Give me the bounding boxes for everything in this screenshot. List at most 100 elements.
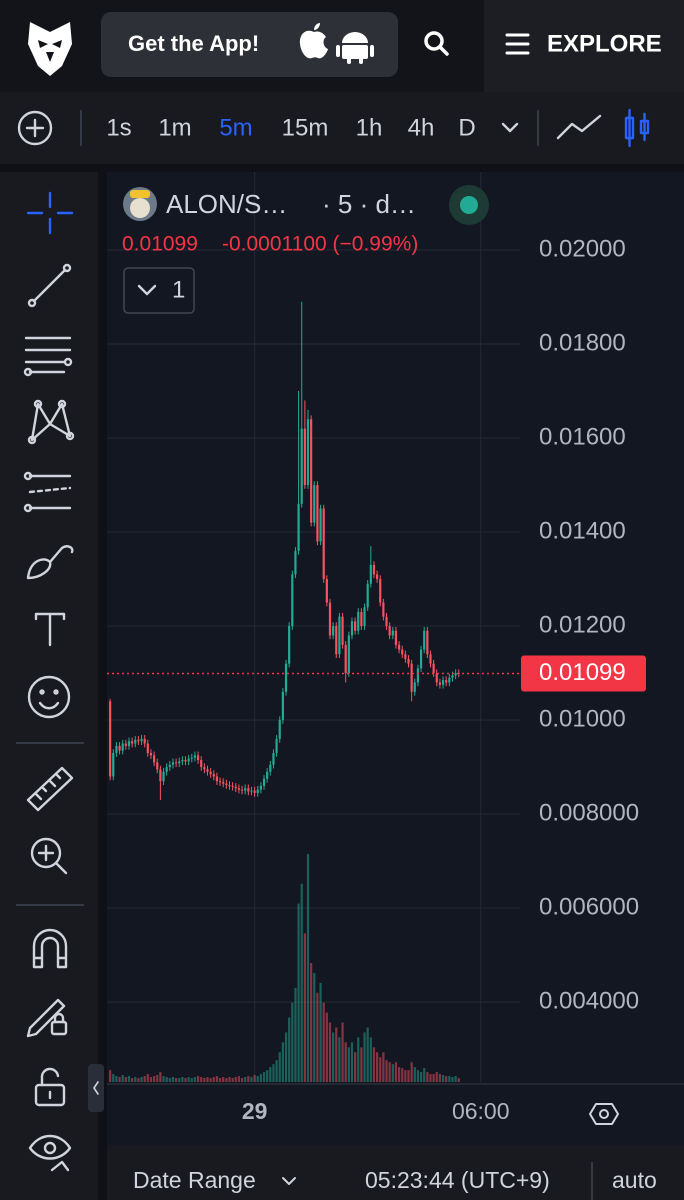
interval-button[interactable]: 1m: [158, 114, 191, 141]
volume-bar: [212, 1077, 215, 1082]
interval-button[interactable]: 5m: [219, 114, 252, 141]
volume-bar: [159, 1072, 162, 1082]
candle-body: [291, 574, 294, 627]
volume-bar: [196, 1076, 200, 1082]
interval-button[interactable]: 1h: [356, 114, 383, 141]
x-tick-label: 29: [242, 1098, 268, 1124]
volume-bar: [162, 1076, 165, 1082]
candle-body: [115, 745, 118, 753]
candle-body: [272, 752, 275, 765]
collapse-panel[interactable]: [88, 1064, 104, 1112]
y-tick-label: 0.02000: [539, 235, 626, 262]
zoom-tool[interactable]: [30, 837, 68, 875]
explore-label[interactable]: EXPLORE: [547, 30, 662, 57]
volume-bar: [407, 1070, 410, 1082]
volume-bar: [354, 1052, 357, 1082]
volume-bar: [369, 1037, 372, 1082]
trend-line-tool[interactable]: [27, 263, 72, 308]
interval-button[interactable]: 4h: [408, 114, 435, 141]
candle-body: [404, 654, 407, 659]
brush-tool[interactable]: [26, 545, 74, 580]
candle-body: [121, 743, 124, 751]
collapse-arrow: [93, 1081, 99, 1095]
volume-bar: [112, 1074, 115, 1082]
ruler-tool[interactable]: [26, 766, 74, 812]
fib-tool[interactable]: [23, 336, 73, 377]
volume-bar: [127, 1076, 131, 1082]
volume-bar: [319, 982, 322, 1082]
crosshair-tool[interactable]: [26, 191, 74, 235]
date-range-button[interactable]: Date Range: [133, 1167, 256, 1193]
line-style-icon[interactable]: [556, 114, 602, 140]
add-symbol-icon[interactable]: [17, 110, 53, 146]
volume-bar: [325, 1012, 328, 1082]
volume-bar: [306, 854, 310, 1082]
interval-dropdown[interactable]: [501, 122, 519, 133]
candle-body: [341, 616, 344, 645]
y-tick-label: 0.01800: [539, 329, 626, 356]
interval-toolbar: [0, 92, 684, 164]
volume-bar: [247, 1076, 250, 1082]
menu-icon[interactable]: [505, 33, 530, 55]
emoji-tool[interactable]: [27, 675, 71, 719]
text-tool[interactable]: [34, 612, 66, 647]
pane-toggle-arrow: [137, 284, 157, 296]
candle-body: [196, 755, 200, 761]
logo[interactable]: [28, 22, 72, 76]
clock[interactable]: 05:23:44 (UTC+9): [365, 1167, 550, 1193]
candle-body: [218, 781, 222, 783]
search-icon[interactable]: [424, 31, 449, 56]
candle-body: [300, 428, 303, 504]
y-tick-label: 0.01400: [539, 517, 626, 544]
interval-button[interactable]: 1s: [106, 114, 131, 141]
volume-bar: [401, 1068, 404, 1082]
candle-body: [190, 757, 193, 759]
pattern-tool[interactable]: [27, 399, 75, 445]
volume-bar: [146, 1074, 149, 1082]
volume-bar: [187, 1077, 190, 1082]
volume-bar: [222, 1077, 225, 1082]
volume-bar: [184, 1078, 187, 1082]
auto-scale-button[interactable]: auto: [612, 1167, 657, 1193]
candle-body: [181, 760, 184, 762]
volume-bar: [228, 1077, 231, 1082]
volume-bar: [253, 1075, 256, 1082]
candle-body: [247, 788, 250, 792]
volume-bar: [404, 1070, 407, 1082]
projection-tool[interactable]: [23, 471, 72, 513]
candle-body: [441, 680, 445, 685]
candle-body: [375, 574, 379, 580]
pane-toggle[interactable]: [123, 267, 195, 314]
magnet-tool[interactable]: [32, 928, 68, 969]
visibility-tool[interactable]: [28, 1134, 72, 1172]
axis-settings-icon[interactable]: [589, 1103, 619, 1125]
volume-bar: [347, 1047, 350, 1082]
volume-bar: [165, 1077, 168, 1082]
interval-button[interactable]: 15m: [282, 114, 329, 141]
get-app-button[interactable]: [101, 12, 398, 77]
volume-bar: [131, 1078, 134, 1082]
candle-style-icon[interactable]: [624, 108, 650, 148]
get-app-label: Get the App!: [128, 31, 259, 56]
volume-bar: [441, 1075, 445, 1082]
candle-body: [397, 644, 401, 650]
volume-bar: [438, 1074, 442, 1082]
candle-body: [391, 630, 394, 636]
lock-drawings-tool[interactable]: [26, 998, 68, 1038]
unlock-tool[interactable]: [34, 1067, 66, 1107]
volume-bar: [234, 1077, 237, 1082]
interval-button[interactable]: D: [458, 114, 475, 141]
volume-bar: [423, 1068, 426, 1082]
candle-body: [131, 741, 134, 744]
candle-body: [322, 508, 325, 580]
candle-body: [451, 675, 454, 678]
symbol-name[interactable]: ALON/S…: [166, 189, 287, 219]
candle-body: [454, 673, 457, 676]
candle-body: [360, 611, 363, 627]
volume-bar: [328, 1022, 332, 1082]
volume-bar: [181, 1077, 184, 1082]
candle-body: [140, 738, 143, 742]
candle-body: [423, 630, 426, 650]
volume-bar: [259, 1074, 262, 1082]
